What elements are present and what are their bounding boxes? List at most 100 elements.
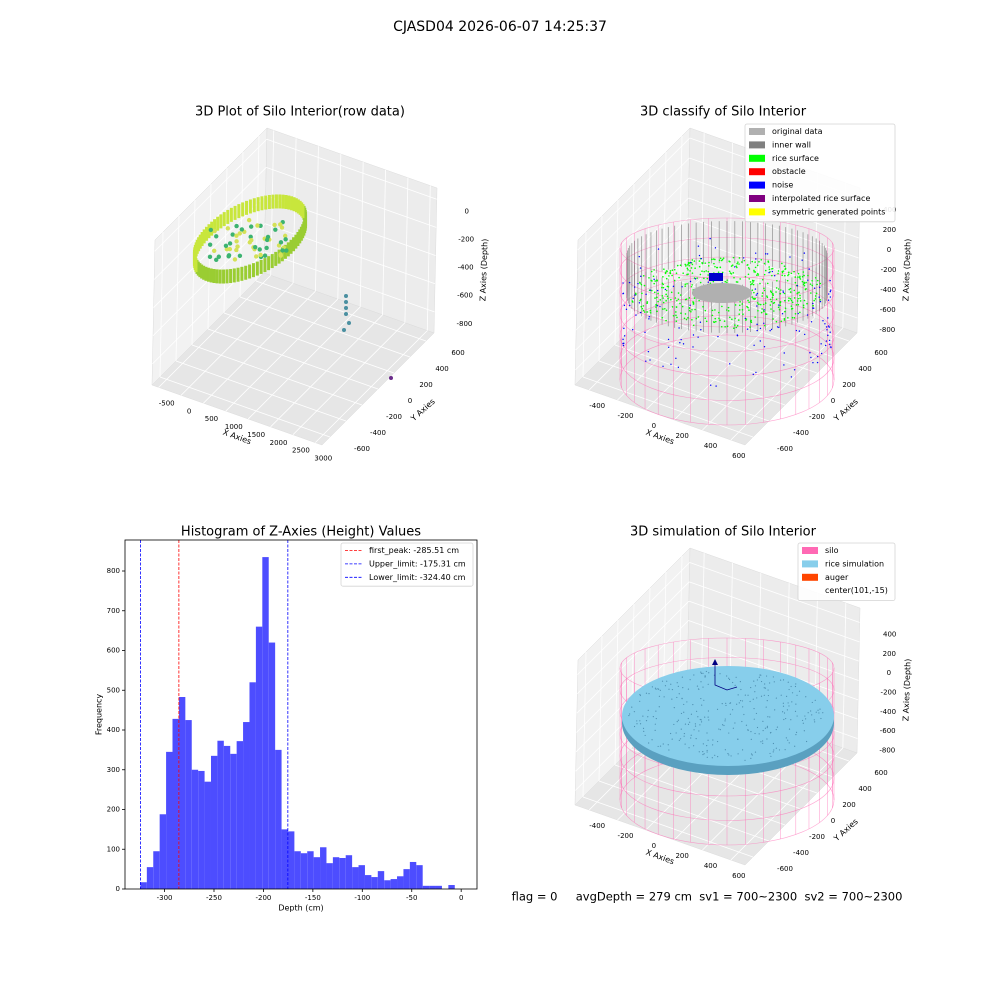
y-axis-label: Frequency xyxy=(95,694,104,736)
rice-texture xyxy=(695,710,698,712)
rice-texture xyxy=(670,683,672,685)
noise xyxy=(667,338,670,341)
z-tick-label: 0 xyxy=(887,246,891,254)
rice-surface xyxy=(691,259,694,261)
rice-surface xyxy=(752,297,755,300)
y-tick-label: -400 xyxy=(793,429,809,437)
rice-surface xyxy=(789,287,792,290)
point-cloud xyxy=(279,225,285,230)
rice-surface xyxy=(751,282,753,285)
bar xyxy=(249,682,256,889)
rice-texture xyxy=(671,698,673,700)
rice-surface xyxy=(793,289,796,292)
rice-surface xyxy=(761,308,763,310)
bar xyxy=(255,626,263,889)
rice-texture xyxy=(788,688,790,691)
noise xyxy=(763,322,765,324)
noise xyxy=(754,288,757,290)
rice-texture xyxy=(762,729,764,732)
noise xyxy=(824,344,827,347)
bar xyxy=(166,751,173,889)
rice-surface xyxy=(665,289,668,292)
rice-texture xyxy=(753,707,755,710)
rice-texture xyxy=(798,690,801,692)
noise xyxy=(700,257,703,260)
grid-line xyxy=(359,161,364,307)
rice-surface xyxy=(705,270,707,272)
rice-texture xyxy=(750,757,752,759)
rice-texture xyxy=(703,699,705,701)
rice-surface xyxy=(753,269,755,272)
rice-texture xyxy=(756,697,758,699)
z-tick-label: 0 xyxy=(465,207,469,215)
rice-surface xyxy=(783,299,786,302)
bar xyxy=(159,814,167,889)
rice-surface xyxy=(699,281,702,284)
rice-texture xyxy=(676,682,678,684)
bar xyxy=(377,871,385,889)
rice-surface xyxy=(643,284,646,287)
rice-texture xyxy=(774,709,776,711)
x-tick-label: 1500 xyxy=(247,431,265,439)
noise xyxy=(818,296,820,298)
rice-texture xyxy=(693,745,695,747)
grid-line xyxy=(315,146,319,292)
rice-surface xyxy=(811,284,814,287)
rice-surface xyxy=(650,270,653,273)
rice-surface xyxy=(675,306,678,308)
rice-texture xyxy=(814,721,816,723)
point-cloud xyxy=(283,237,288,242)
rice-surface xyxy=(697,316,700,318)
bar xyxy=(352,867,359,889)
noise xyxy=(717,335,719,338)
noise xyxy=(813,287,816,289)
rice-surface xyxy=(738,263,740,265)
noise xyxy=(649,289,651,291)
noise xyxy=(622,292,625,294)
rice-surface xyxy=(669,270,672,272)
z-tick-label: 200 xyxy=(883,226,896,234)
noise xyxy=(623,304,626,307)
rice-texture xyxy=(736,703,738,705)
axes-title: 3D simulation of Silo Interior xyxy=(630,525,817,540)
rice-texture xyxy=(651,739,653,741)
rice-texture xyxy=(647,716,649,718)
rice-surface xyxy=(777,272,779,275)
rice-surface xyxy=(767,260,770,262)
rice-texture xyxy=(716,708,719,710)
rice-texture xyxy=(805,718,807,720)
rice-surface xyxy=(687,262,690,265)
rice-texture xyxy=(648,692,650,695)
legend-swatch xyxy=(749,181,765,189)
rice-surface xyxy=(762,303,765,306)
rice-surface xyxy=(793,297,796,299)
noise xyxy=(801,259,803,261)
legend-swatch xyxy=(802,560,818,568)
rice-surface xyxy=(689,270,691,272)
rice-texture xyxy=(773,681,775,683)
x-tick-label: 400 xyxy=(704,862,717,870)
rice-surface xyxy=(781,262,783,265)
rice-texture xyxy=(698,688,700,690)
noise xyxy=(824,323,826,325)
rice-surface xyxy=(690,285,693,288)
rice-surface xyxy=(704,309,707,312)
point-cloud xyxy=(347,321,351,325)
rice-surface xyxy=(798,276,801,279)
noise xyxy=(810,356,812,359)
y-tick-label: 0 xyxy=(831,397,835,405)
rice-texture xyxy=(782,711,784,713)
noise xyxy=(816,355,819,358)
rice-surface xyxy=(801,275,804,278)
rice-texture xyxy=(645,692,648,694)
bar xyxy=(409,861,417,889)
rice-surface xyxy=(726,279,729,281)
rice-surface xyxy=(691,284,693,286)
noise xyxy=(830,289,832,291)
rice-surface xyxy=(641,292,643,295)
rice-surface xyxy=(787,274,789,277)
rice-surface xyxy=(768,268,771,271)
rice-surface xyxy=(651,280,653,282)
rice-texture xyxy=(790,685,792,688)
grid-line xyxy=(577,137,691,251)
